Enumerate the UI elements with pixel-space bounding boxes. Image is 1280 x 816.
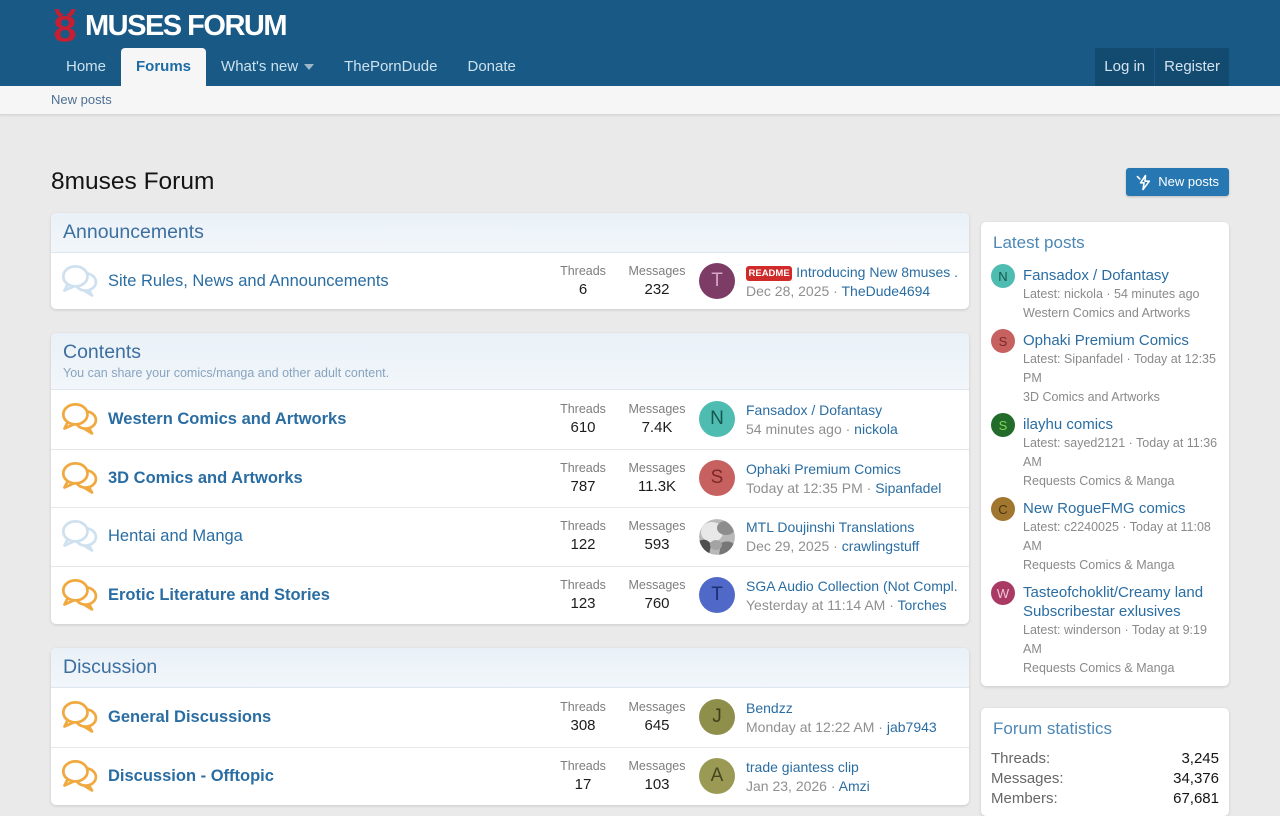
svg-text:8: 8 bbox=[53, 10, 76, 43]
